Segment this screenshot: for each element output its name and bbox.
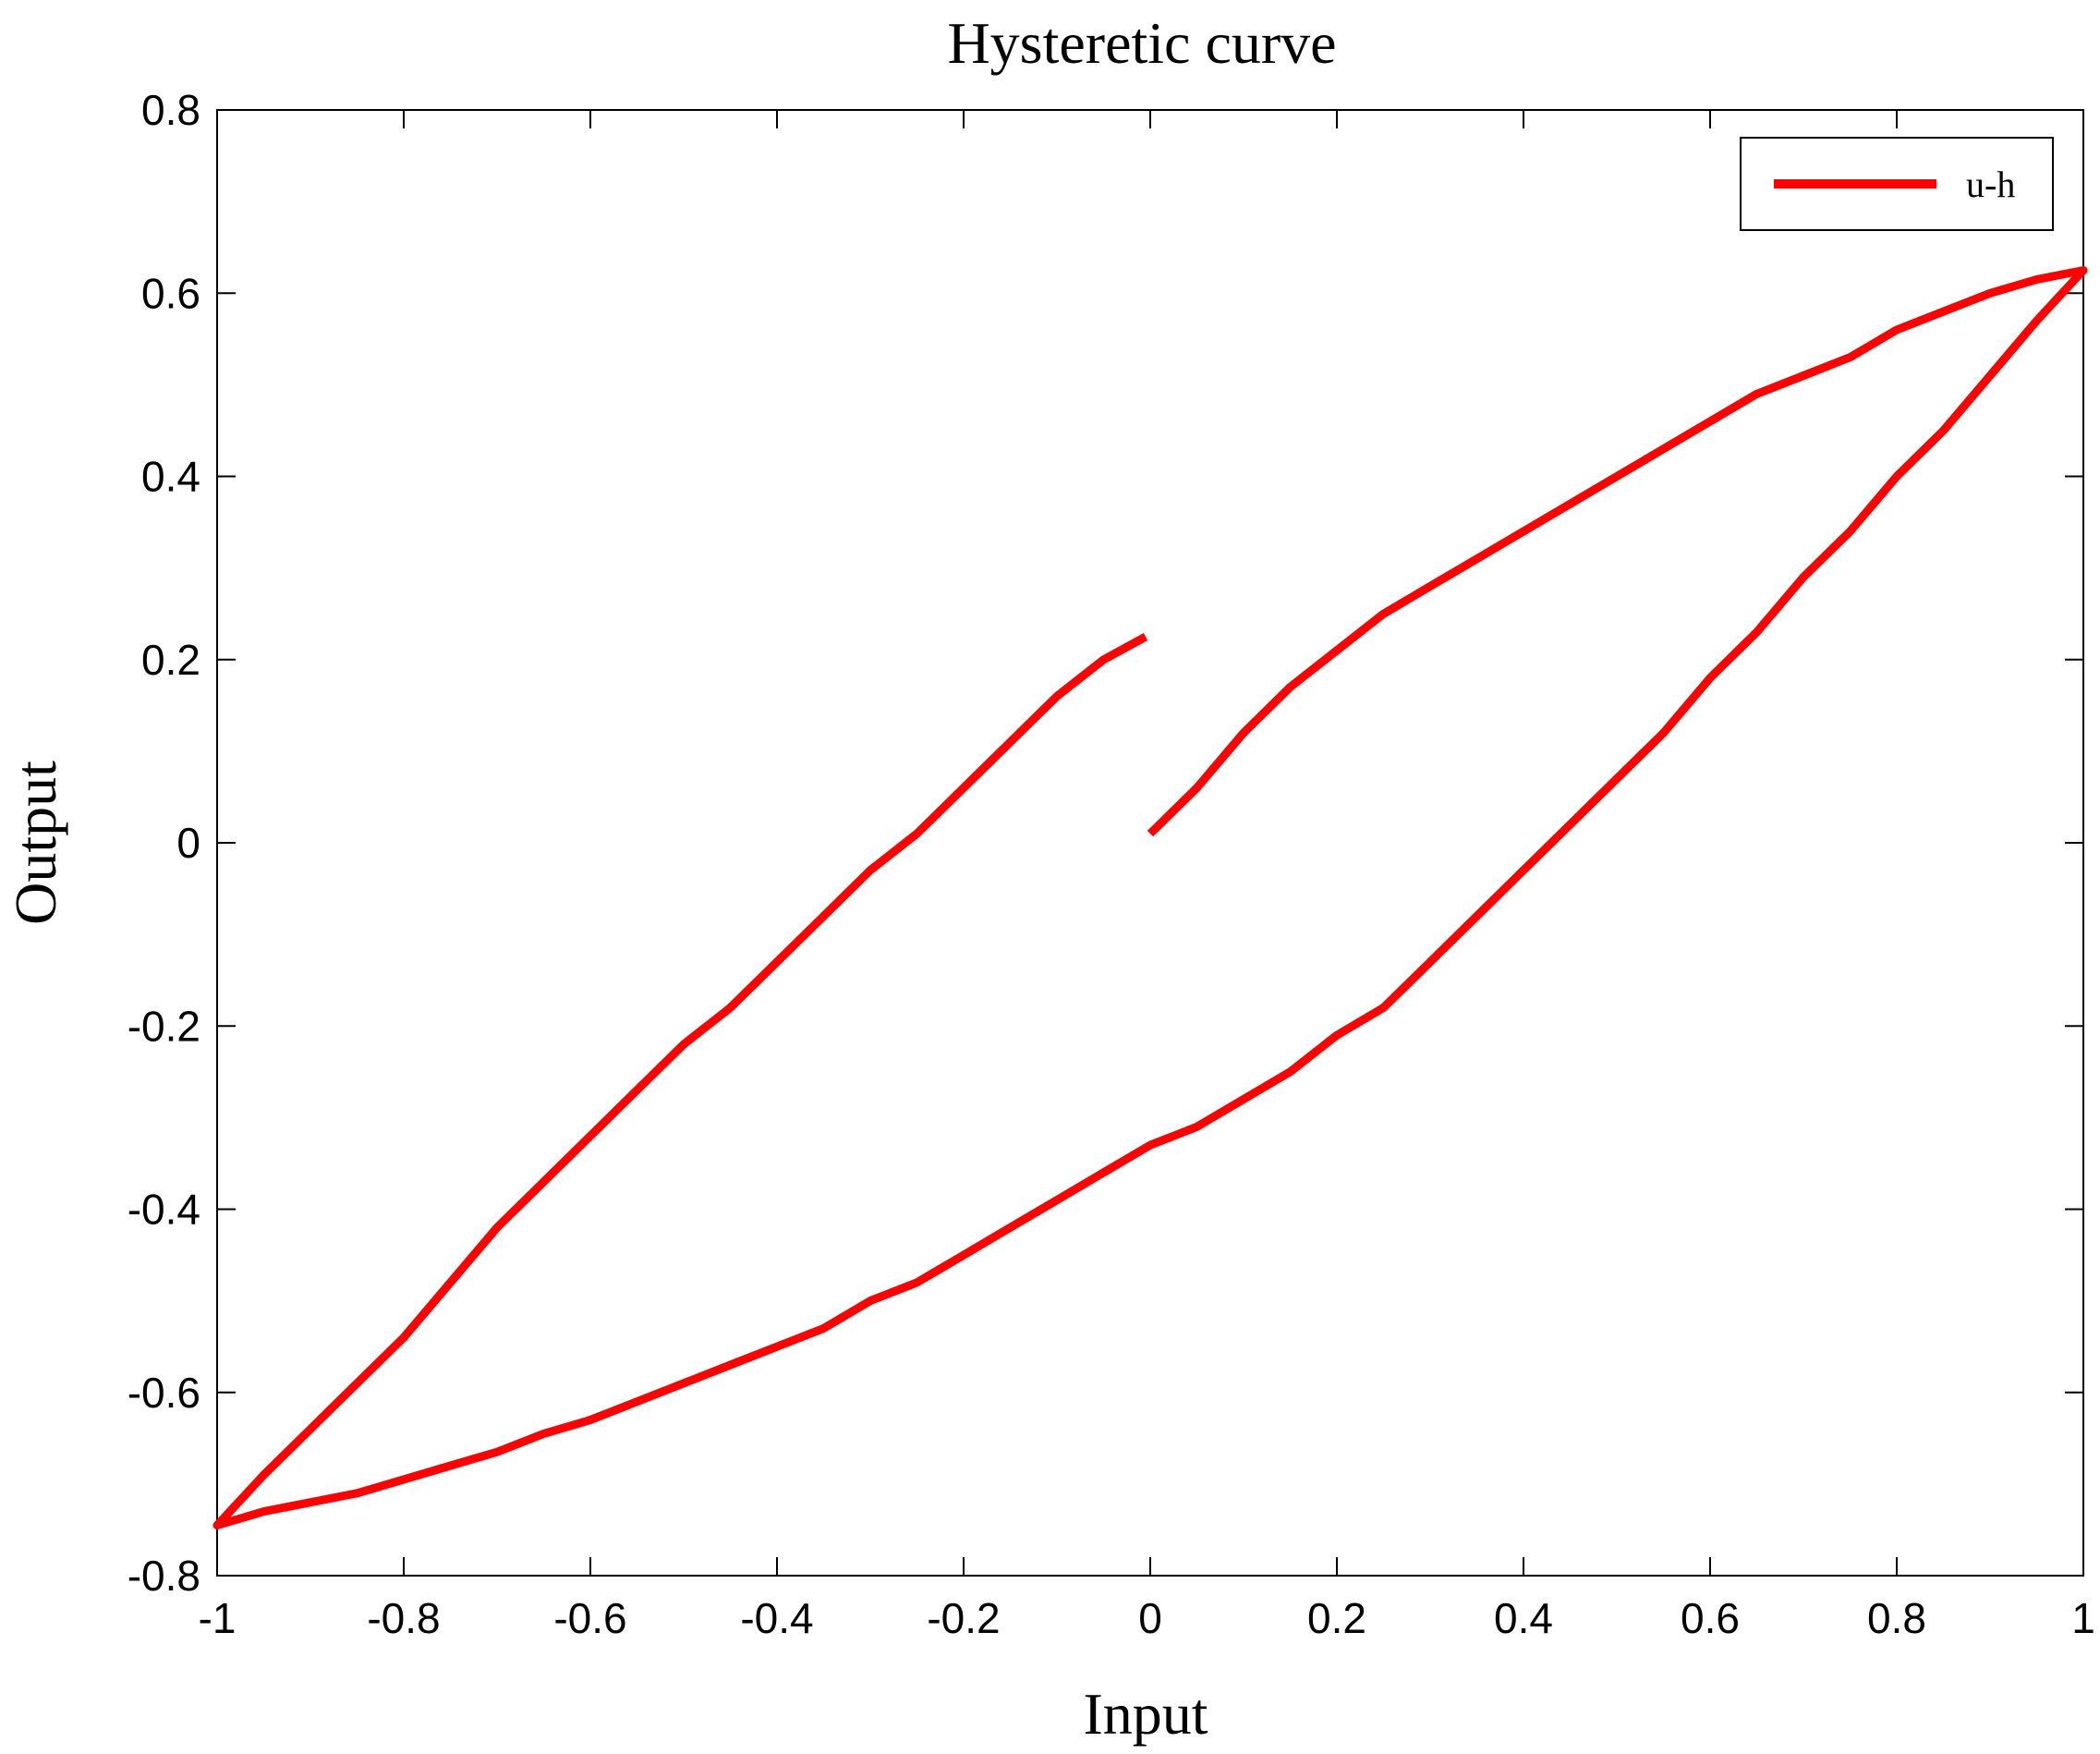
x-tick-label: -1 (199, 1594, 237, 1642)
x-tick-label: -0.8 (367, 1594, 440, 1642)
x-tick-label: 0.4 (1494, 1594, 1553, 1642)
x-tick-label: 0.6 (1681, 1594, 1740, 1642)
series-layer (212, 266, 2088, 1529)
series-line-u-h (212, 266, 2088, 1529)
x-axis-tick-labels: -1 -0.8 -0.6 -0.4 -0.2 0 0.2 0.4 0.6 0.8 1 (199, 1594, 2095, 1642)
plot-area (216, 109, 2084, 1577)
y-axis-label: Output (3, 761, 68, 925)
y-tick-label: 0.8 (141, 86, 200, 134)
chart-title: Hysteretic curve (947, 10, 1336, 76)
y-tick-label: 0.6 (141, 269, 200, 317)
legend-label-u-h: u-h (1966, 164, 2015, 205)
x-axis-label: Input (1083, 1681, 1208, 1747)
x-axis-ticks (216, 110, 2084, 1576)
y-tick-label: 0.4 (141, 453, 200, 501)
y-tick-label: 0 (176, 819, 200, 867)
y-tick-label: -0.8 (127, 1552, 200, 1600)
y-axis-tick-labels: -0.8 -0.6 -0.4 -0.2 0 0.2 0.4 0.6 0.8 (127, 86, 200, 1600)
x-tick-label: 1 (2071, 1594, 2095, 1642)
x-tick-label: 0.8 (1867, 1594, 1926, 1642)
x-tick-label: -0.2 (927, 1594, 1000, 1642)
y-tick-label: -0.6 (127, 1369, 200, 1417)
y-tick-label: -0.4 (127, 1186, 200, 1234)
x-tick-label: 0 (1138, 1594, 1162, 1642)
x-tick-label: 0.2 (1307, 1594, 1366, 1642)
x-tick-label: -0.6 (553, 1594, 626, 1642)
x-tick-label: -0.4 (740, 1594, 813, 1642)
y-tick-label: 0.2 (141, 636, 200, 684)
y-axis-ticks (217, 109, 2083, 1577)
y-tick-label: -0.2 (127, 1002, 200, 1050)
legend: u-h (1740, 137, 2054, 231)
